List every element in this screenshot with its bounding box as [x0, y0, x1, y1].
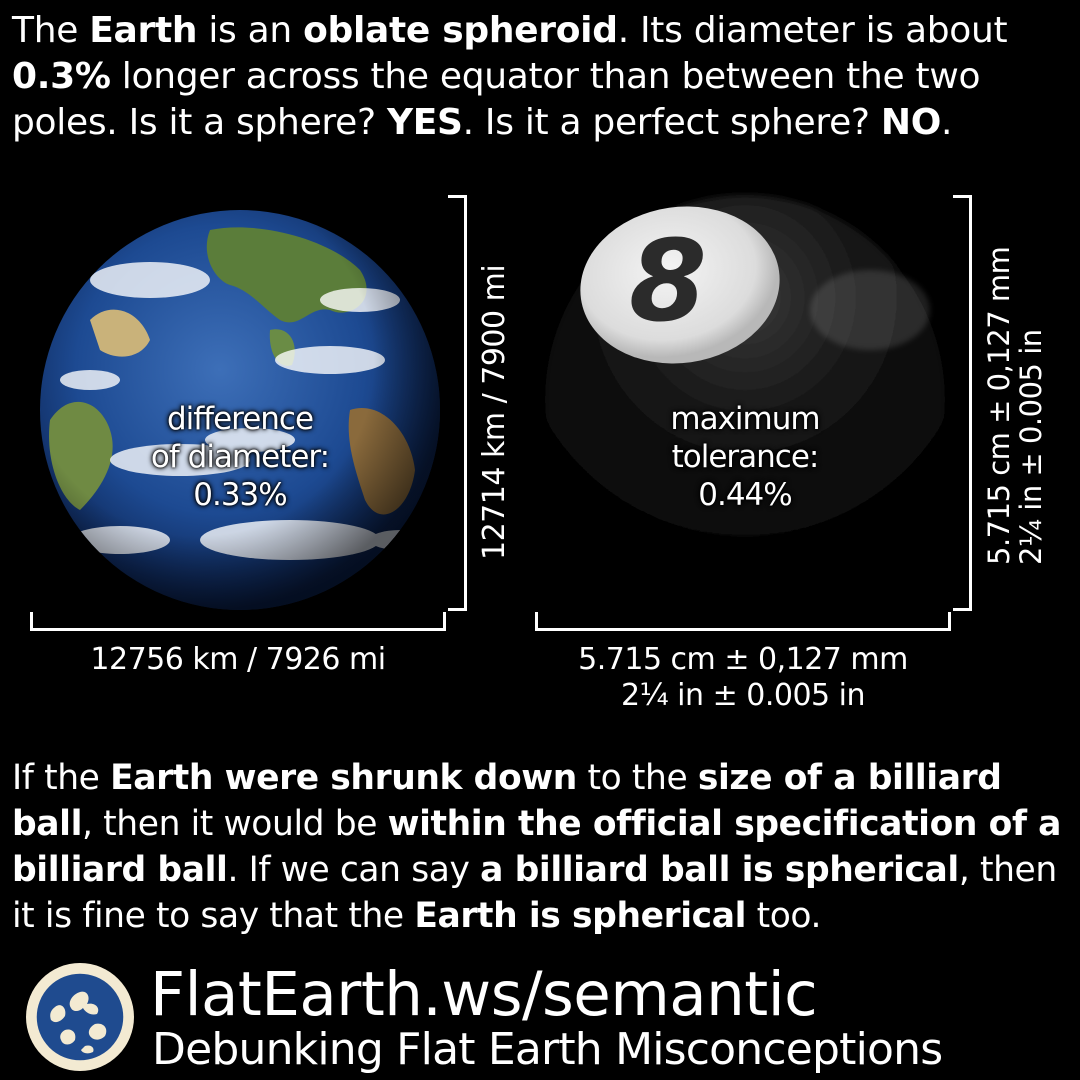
earth-height-label: 12714 km / 7900 mi — [477, 264, 512, 560]
intro-bold-no: NO — [880, 102, 942, 143]
earth-height-bracket — [448, 195, 467, 611]
outro-bold: Earth is spherical — [414, 896, 746, 936]
outro-text-part: , then it would be — [82, 804, 388, 844]
ball-label-line: maximum — [670, 401, 820, 437]
ball-tolerance-label: maximum tolerance: 0.44% — [625, 400, 865, 514]
intro-bold-yes: YES — [386, 102, 463, 143]
billiard-ball-image — [545, 195, 945, 605]
outro-text-part: . If we can say — [227, 850, 481, 890]
outro-bold: Earth were shrunk down — [110, 758, 577, 798]
globe-map-logo — [26, 963, 134, 1071]
outro-text-part: too. — [746, 896, 822, 936]
intro-text-part: longer across the equator than between t… — [12, 56, 981, 143]
ball-width-text: 2¼ in ± 0.005 in — [620, 678, 866, 713]
earth-height-text: 12714 km / 7900 mi — [477, 264, 512, 560]
intro-text-part: . Its diameter is about — [617, 10, 1008, 51]
outro-bold: within the official specification of a b… — [12, 804, 1062, 890]
intro-text-part: The — [12, 10, 90, 51]
ball-number: 8 — [629, 217, 707, 347]
ball-width-bracket — [535, 612, 951, 631]
conclusion-text: If the Earth were shrunk down to the siz… — [12, 755, 1077, 939]
earth-diameter-difference-label: difference of diameter: 0.33% — [120, 400, 360, 514]
intro-bold-earth: Earth — [89, 10, 198, 51]
intro-bold-oblate: oblate spheroid — [303, 10, 618, 51]
intro-bold-percent: 0.3% — [12, 56, 111, 97]
earth-label-line: of diameter: — [150, 439, 330, 475]
earth-width-text: 12756 km / 7926 mi — [90, 642, 386, 677]
intro-text-part: . Is it a perfect sphere? — [462, 102, 881, 143]
outro-bold: size of a billiard ball — [12, 758, 1002, 844]
earth-width-label: 12756 km / 7926 mi — [30, 642, 446, 678]
intro-text-part: is an — [197, 10, 304, 51]
ball-width-text: 5.715 cm ± 0,127 mm — [578, 642, 908, 677]
ball-height-text: 5.715 cm ± 0,127 mm — [982, 246, 1016, 565]
intro-text-part: . — [941, 102, 953, 143]
ball-height-label: 5.715 cm ± 0,127 mm 2¼ in ± 0.005 in — [982, 246, 1048, 565]
outro-text-part: to the — [576, 758, 698, 798]
earth-image — [40, 210, 440, 610]
ball-label-value: 0.44% — [698, 477, 792, 513]
ball-label-line: tolerance: — [671, 439, 820, 475]
ball-height-text: 2¼ in ± 0.005 in — [1014, 329, 1048, 565]
earth-width-bracket — [30, 612, 446, 631]
ball-height-bracket — [953, 195, 972, 611]
site-tagline: Debunking Flat Earth Misconceptions — [152, 1024, 943, 1075]
earth-label-value: 0.33% — [193, 477, 287, 513]
intro-text: The Earth is an oblate spheroid. Its dia… — [12, 8, 1072, 146]
earth-label-line: difference — [166, 401, 314, 437]
outro-text-part: , then it is fine to say that the — [12, 850, 1057, 936]
outro-text-part: If the — [12, 758, 111, 798]
site-url-title: FlatEarth.ws/semantic — [150, 959, 818, 1030]
outro-bold: a billiard ball is spherical — [480, 850, 959, 890]
ball-width-label: 5.715 cm ± 0,127 mm 2¼ in ± 0.005 in — [535, 642, 951, 714]
